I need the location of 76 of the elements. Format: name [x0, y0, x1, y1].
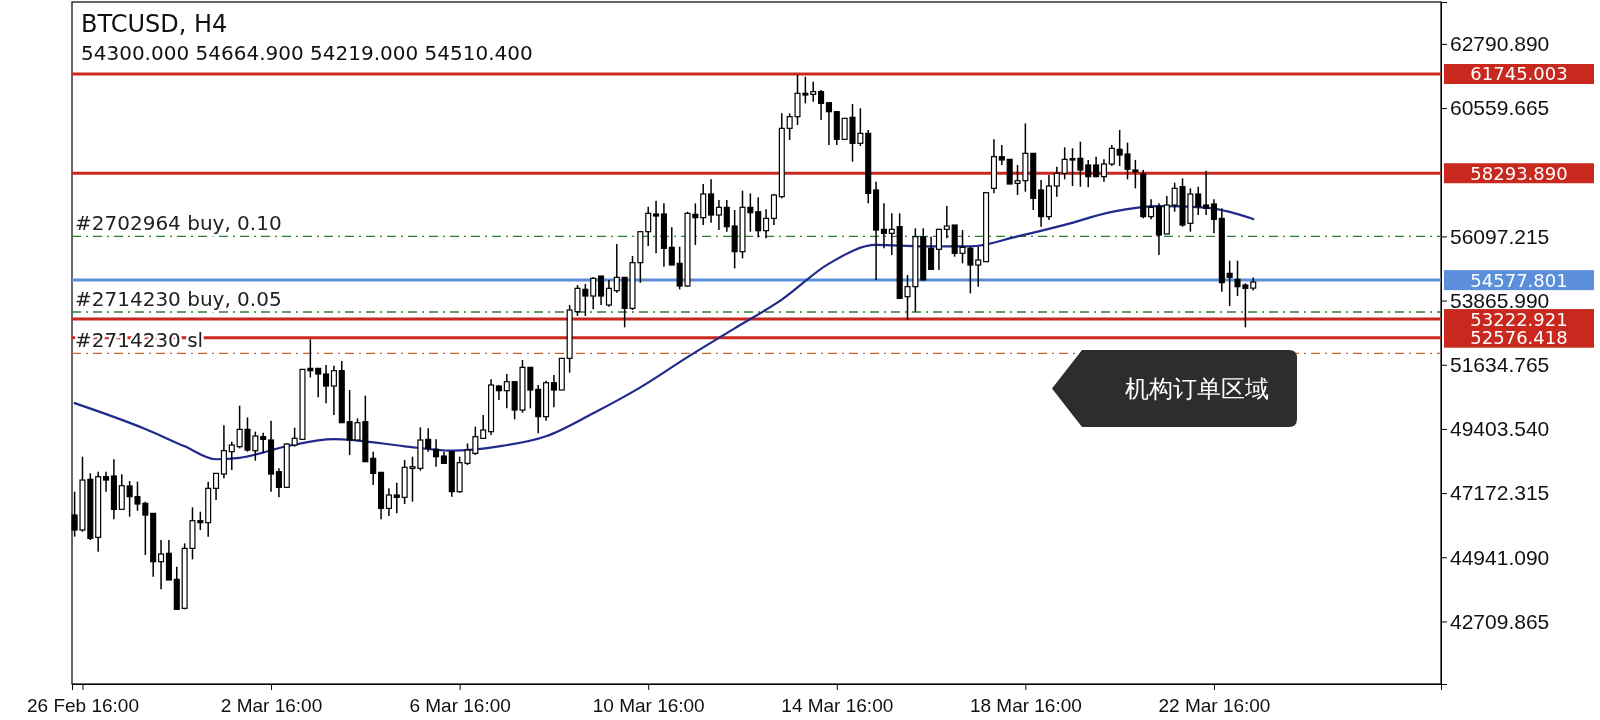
candlestick	[315, 367, 322, 399]
candlestick	[275, 467, 282, 499]
y-tick-label: 47172.315	[1450, 481, 1550, 505]
y-tick-label: 56097.215	[1450, 224, 1550, 248]
candlestick	[598, 275, 605, 306]
ref-line-label: 54577.801	[1470, 269, 1568, 291]
candlestick	[260, 431, 267, 455]
candlestick	[653, 199, 660, 255]
y-tick-label: 60559.665	[1450, 96, 1550, 120]
candlestick	[103, 470, 110, 493]
ref-line-label: #2702964 buy, 0.10	[75, 211, 282, 236]
candlestick	[613, 243, 620, 294]
text: 54300.000 54664.900 54219.000 54510.400	[81, 41, 533, 65]
y-tick-label: 42709.865	[1450, 609, 1550, 633]
candlestick	[385, 487, 392, 517]
candlestick	[998, 144, 1005, 166]
candlestick	[1195, 185, 1202, 216]
candlestick	[645, 205, 652, 247]
x-tick-label: 10 Mar 16:00	[592, 695, 705, 716]
candlestick	[975, 245, 982, 288]
x-tick-label: 2 Mar 16:00	[220, 695, 323, 716]
candlestick	[118, 473, 125, 511]
candlestick	[480, 414, 487, 440]
x-tick-label: 26 Feb 16:00	[26, 695, 139, 716]
candlestick	[1226, 259, 1233, 307]
candlestick	[1203, 169, 1210, 216]
x-tick-label: 18 Mar 16:00	[969, 695, 1082, 716]
candlestick	[503, 373, 510, 410]
x-tick-label: 22 Mar 16:00	[1158, 695, 1271, 716]
x-tick-label: 6 Mar 16:00	[409, 695, 511, 716]
candlestick	[668, 226, 675, 266]
candlestick	[715, 199, 722, 231]
candlestick	[220, 424, 227, 480]
candlestick	[818, 89, 825, 121]
candlestick	[723, 199, 730, 233]
candlestick	[433, 438, 440, 468]
x-tick-label: 14 Mar 16:00	[781, 695, 894, 716]
candlestick	[825, 101, 832, 146]
candlestick	[943, 205, 950, 240]
candlestick	[1100, 158, 1107, 183]
ref-line-label: #2714230 buy, 0.05	[75, 286, 282, 311]
candlestick	[763, 208, 770, 240]
candlestick	[590, 276, 597, 311]
candlestick	[228, 440, 235, 471]
ref-line-label: 61745.003	[1470, 63, 1568, 85]
annotation: 机构订单区域	[1125, 375, 1269, 404]
candlestick	[1148, 198, 1155, 221]
candlestick	[213, 472, 220, 501]
candlestick	[888, 212, 895, 256]
ref-line-label: 58293.890	[1470, 162, 1568, 184]
candlestick	[1053, 165, 1060, 198]
candlestick	[810, 80, 817, 103]
chart-title: BTCUSD, H4	[81, 10, 228, 38]
candlestick	[370, 450, 377, 486]
candlestick	[425, 427, 432, 453]
candlestick	[1210, 198, 1217, 235]
y-tick-label: 51634.765	[1450, 352, 1550, 376]
candlestick	[880, 202, 887, 250]
candlestick	[393, 481, 400, 515]
candlestick	[770, 193, 777, 226]
candlestick	[550, 374, 557, 409]
candlestick	[1108, 144, 1115, 167]
candlestick	[708, 178, 715, 224]
candlestick	[158, 539, 165, 591]
ref-line-label: 52576.418	[1470, 327, 1568, 349]
candlestick	[323, 364, 330, 405]
candlestick	[605, 279, 612, 308]
y-tick-label: 44941.090	[1450, 545, 1550, 569]
candlestick	[935, 228, 942, 271]
y-tick-label: 49403.540	[1450, 417, 1550, 441]
candlestick	[1085, 159, 1092, 189]
candlestick	[330, 364, 337, 416]
y-tick-label: 62790.890	[1450, 32, 1550, 56]
candlestick	[928, 235, 935, 271]
candlestick	[700, 183, 707, 226]
candlestick	[755, 196, 762, 239]
